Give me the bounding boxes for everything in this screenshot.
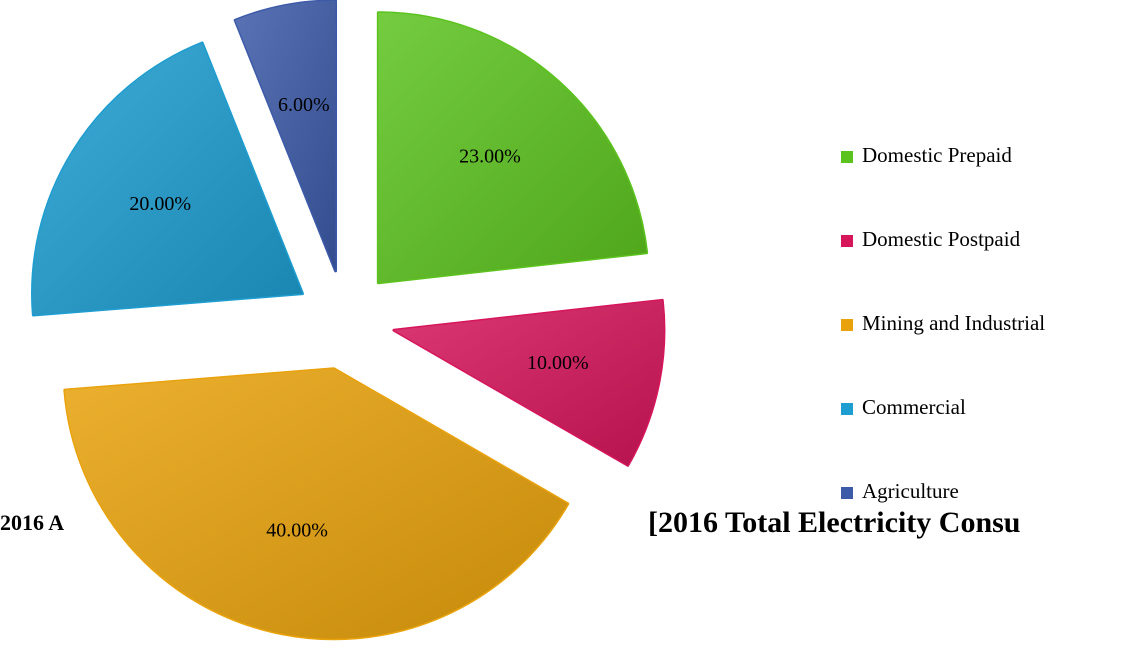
chart-title: [2016 Total Electricity Consu	[648, 506, 1021, 539]
slice-shade	[235, 0, 336, 271]
slice-shade	[378, 12, 647, 283]
data-label: 10.00%	[527, 352, 589, 374]
legend-swatch	[841, 319, 853, 331]
chart-title: 2016 A	[0, 510, 64, 535]
legend-swatch	[841, 487, 853, 499]
data-label: 20.00%	[129, 193, 191, 215]
data-label: 23.00%	[459, 146, 521, 168]
legend-label: Domestic Postpaid	[862, 227, 1021, 251]
legend-label: Mining and Industrial	[862, 311, 1045, 335]
legend-label: Agriculture	[862, 479, 959, 503]
slice-shade	[64, 368, 568, 639]
slice-shade	[393, 300, 664, 466]
slice-shade	[32, 42, 303, 316]
legend-label: Domestic Prepaid	[862, 143, 1012, 167]
data-label: 40.00%	[266, 520, 328, 542]
legend-swatch	[841, 403, 853, 415]
legend-swatch	[841, 151, 853, 163]
data-label: 6.00%	[278, 94, 330, 116]
legend-swatch	[841, 235, 853, 247]
legend-label: Commercial	[862, 395, 966, 419]
